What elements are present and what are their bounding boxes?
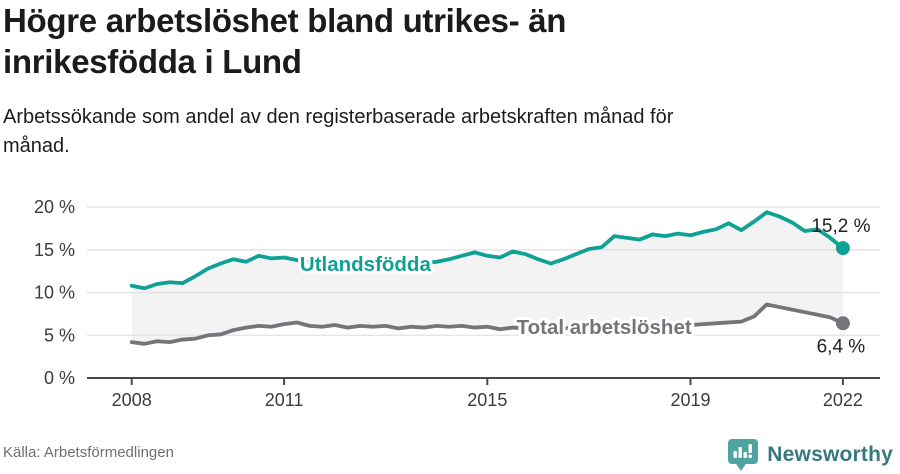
- page-subtitle: Arbetssökande som andel av den registerb…: [3, 106, 674, 157]
- y-tick-label-0: 0 %: [44, 368, 75, 388]
- x-tick-label-2019: 2019: [670, 390, 710, 410]
- series-end-dot-1: [835, 316, 850, 331]
- y-tick-label-20: 20 %: [34, 197, 75, 217]
- series-inline-label-1: Total arbetslöshet: [517, 316, 692, 339]
- x-tick-label-2011: 2011: [265, 390, 304, 410]
- source-note: Källa: Arbetsförmedlingen: [3, 444, 174, 461]
- newsworthy-logo-icon: [728, 439, 759, 471]
- series-line-0: [129, 210, 845, 291]
- line-chart-svg: 0 % 5 % 10 % 15 % 20 % 2008 2011 2015 2019 2022 Ut…: [34, 197, 880, 410]
- series-end-dot-0: [835, 241, 850, 256]
- series-inline-label-0: Utlandsfödda: [300, 253, 432, 276]
- y-tick-label-5: 5 %: [44, 325, 75, 345]
- y-tick-label-15: 15 %: [34, 240, 75, 260]
- x-tick-label-2008: 2008: [112, 390, 152, 410]
- series-end-value-label-0: 15,2 %: [811, 216, 870, 237]
- line-chart: 0 % 5 % 10 % 15 % 20 % 2008 2011 2015 2019 2022 Ut…: [0, 190, 900, 430]
- x-tick-label-2022: 2022: [823, 390, 863, 410]
- series-end-value-label-1: 6,4 %: [817, 336, 866, 357]
- y-tick-label-10: 10 %: [34, 283, 75, 303]
- newsworthy-brand: Newsworthy: [727, 438, 893, 472]
- x-tick-label-2015: 2015: [467, 390, 507, 410]
- series-line-1: [129, 302, 845, 346]
- page-title: Högre arbetslöshet bland utrikes- än inr…: [3, 2, 567, 80]
- gap-area-fill: [131, 212, 843, 344]
- newsworthy-logo-text: Newsworthy: [767, 443, 893, 466]
